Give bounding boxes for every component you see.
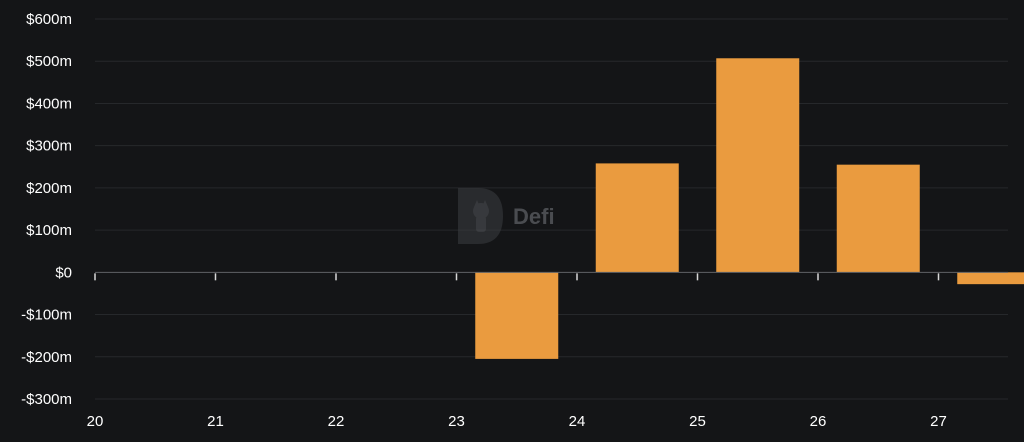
x-tick-label: 26 — [810, 413, 827, 430]
y-tick-label: -$300m — [21, 391, 72, 408]
x-tick-label: 23 — [448, 413, 465, 430]
watermark-text: Defi — [513, 204, 555, 229]
y-tick-label: $500m — [26, 53, 72, 70]
y-tick-label: $600m — [26, 11, 72, 28]
x-tick-label: 22 — [328, 413, 345, 430]
zero-axis — [94, 271, 1008, 281]
y-axis-labels: -$300m -$200m -$100m $0 $100m $200m $300m $400m… — [21, 11, 72, 408]
bars-layer — [475, 58, 1024, 359]
y-tick-label: -$100m — [21, 307, 72, 324]
y-tick-label: $0 — [55, 264, 72, 281]
y-tick-label: $300m — [26, 138, 72, 155]
x-tick-label: 24 — [569, 413, 586, 430]
x-tick-label: 25 — [689, 413, 706, 430]
bar[interactable] — [716, 58, 800, 273]
bar[interactable] — [595, 163, 679, 273]
bar[interactable] — [836, 164, 920, 273]
watermark: Defi — [458, 188, 555, 244]
x-tick-label: 21 — [207, 413, 224, 430]
defillama-logo-icon — [458, 188, 503, 244]
x-tick-label: 20 — [87, 413, 104, 430]
y-tick-label: $100m — [26, 222, 72, 239]
bar[interactable] — [475, 272, 559, 359]
y-tick-label: -$200m — [21, 349, 72, 366]
x-tick-label: 27 — [930, 413, 947, 430]
y-tick-label: $200m — [26, 180, 72, 197]
bar[interactable] — [957, 272, 1024, 285]
grid-layer — [95, 18, 1008, 400]
y-tick-label: $400m — [26, 95, 72, 112]
x-axis-labels: 20 21 22 23 24 25 26 27 — [87, 413, 947, 430]
